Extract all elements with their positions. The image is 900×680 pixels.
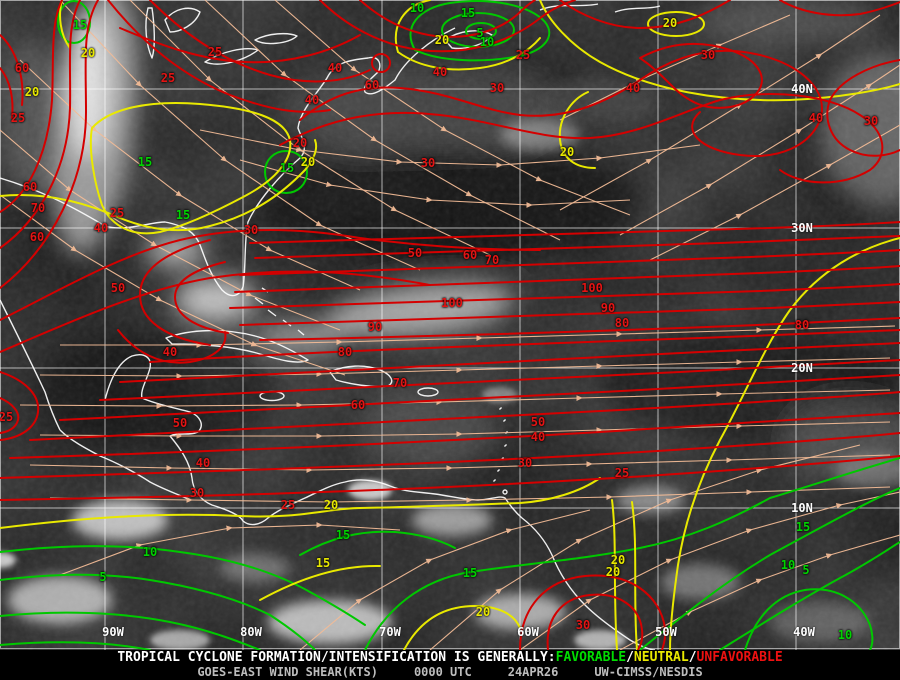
favorable-label: FAVORABLE <box>555 650 627 665</box>
contours-yellow <box>0 0 900 650</box>
slash-2: / <box>688 650 697 665</box>
product-credit: UW-CIMSS/NESDIS <box>594 665 703 679</box>
product-time: 0000 UTC <box>413 665 472 679</box>
statement-prefix: TROPICAL CYCLONE FORMATION/INTENSIFICATI… <box>117 650 556 665</box>
product-name: GOES-EAST WIND SHEAR(KTS) <box>197 665 378 679</box>
status-bar: TROPICAL CYCLONE FORMATION/INTENSIFICATI… <box>0 650 900 680</box>
product-info-line: GOES-EAST WIND SHEAR(KTS) 0000 UTC 24APR26… <box>179 666 720 679</box>
satellite-wind-shear-map: 60 25 60 70 25 40 60 30 50 25 25 40 20 40 60 40 30 25 30 30… <box>0 0 900 650</box>
product-date: 24APR26 <box>507 665 559 679</box>
neutral-label: NEUTRAL <box>633 650 689 665</box>
tc-formation-statement: TROPICAL CYCLONE FORMATION/INTENSIFICATI… <box>117 651 782 665</box>
contours-green <box>0 0 900 650</box>
map-canvas <box>0 0 900 650</box>
slash-1: / <box>626 650 634 665</box>
contours-red <box>0 0 900 650</box>
unfavorable-label: UNFAVORABLE <box>696 650 783 665</box>
